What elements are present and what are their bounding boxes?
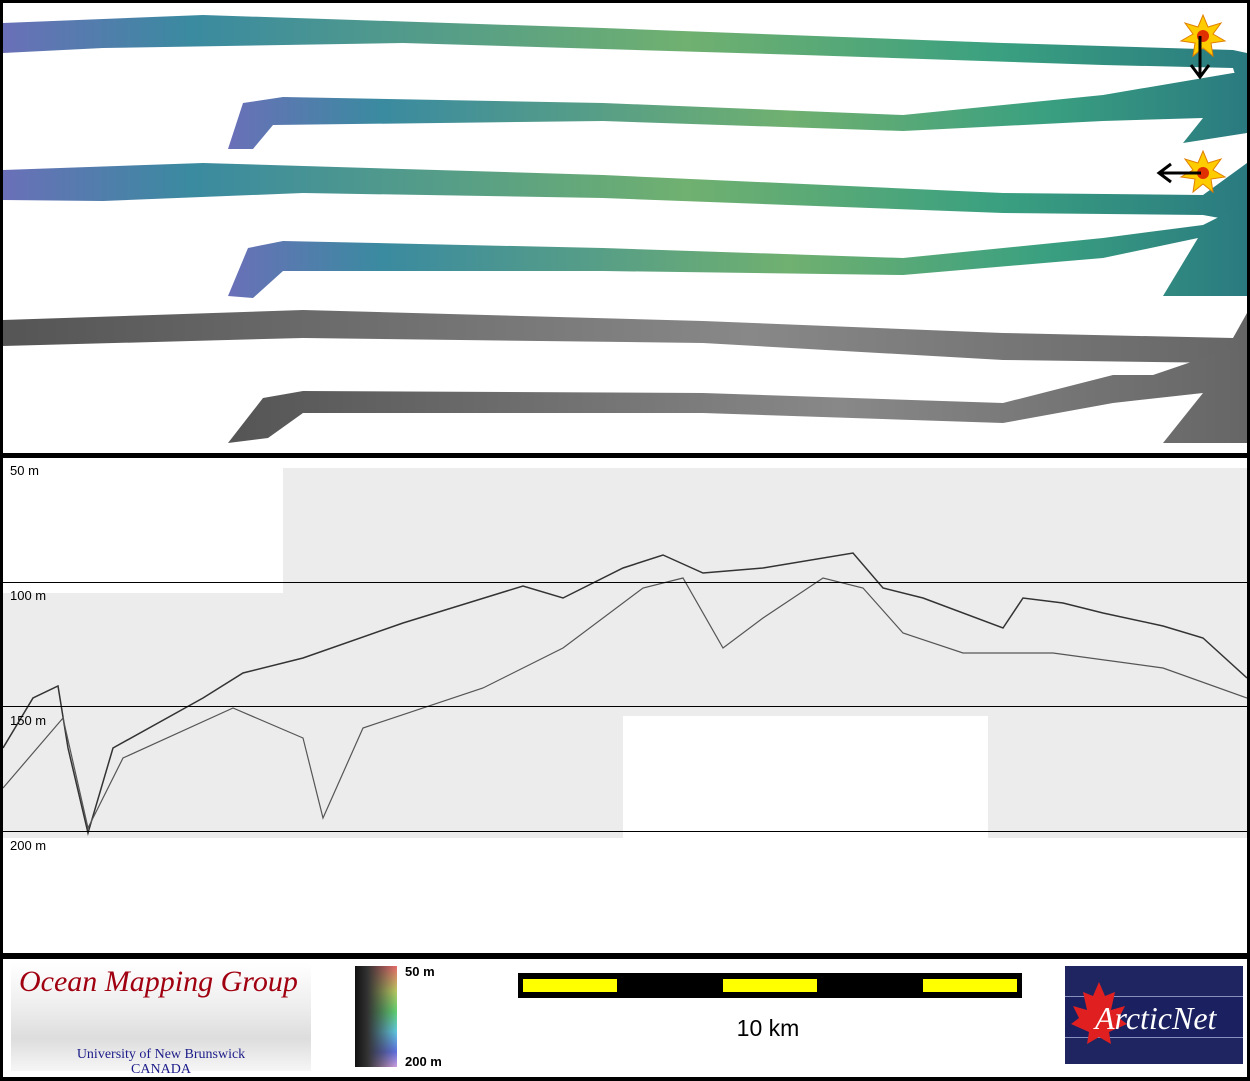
backscatter-strip-1 (3, 310, 1247, 368)
arcticnet-text: ArcticNet (1095, 1000, 1217, 1036)
scale-segment (723, 979, 817, 992)
scale-bar (518, 973, 1022, 998)
omg-university: University of New Brunswick (76, 1047, 246, 1062)
ocean-mapping-group-logo: Ocean Mapping Group University of New Br… (11, 963, 311, 1077)
swath-strip-2 (228, 73, 1247, 149)
colorbar-top-label: 50 m (405, 964, 435, 979)
depth-label-100: 100 m (10, 588, 47, 603)
swath-strip-1 (3, 15, 1247, 113)
depth-gridline-100 (3, 582, 1247, 583)
swath-strip-3 (3, 163, 1247, 223)
swath-strips (3, 13, 1247, 443)
depth-label-50: 50 m (10, 463, 39, 478)
arrow-left-icon (1156, 162, 1201, 184)
omg-title: Ocean Mapping Group (19, 965, 298, 998)
scale-segment (923, 979, 1017, 992)
depth-label-200: 200 m (10, 838, 47, 853)
scale-bar-label: 10 km (736, 1015, 800, 1041)
legend-panel: Ocean Mapping Group University of New Br… (3, 959, 1247, 1077)
subbottom-profile (3, 468, 1247, 838)
backscatter-strip-2 (228, 343, 1247, 443)
depth-gridline-150 (3, 706, 1247, 707)
subbottom-profile-panel: 50 m 100 m 150 m 200 m (3, 458, 1247, 953)
scale-segment (523, 979, 617, 992)
sunburst-marker-icon (1179, 149, 1227, 194)
depth-gridline-200 (3, 831, 1247, 832)
colorbar-bottom-label: 200 m (405, 1054, 442, 1069)
arrow-down-icon (1189, 36, 1211, 80)
depth-colorbar (355, 966, 397, 1067)
omg-country: CANADA (131, 1062, 191, 1077)
swath-map-panel (3, 3, 1247, 453)
arcticnet-logo: ArcticNet (1065, 966, 1243, 1064)
subbottom-reflector (3, 577, 1247, 830)
depth-label-150: 150 m (10, 713, 47, 728)
swath-strip-4 (228, 203, 1247, 298)
maple-leaf-icon (1071, 982, 1127, 1044)
